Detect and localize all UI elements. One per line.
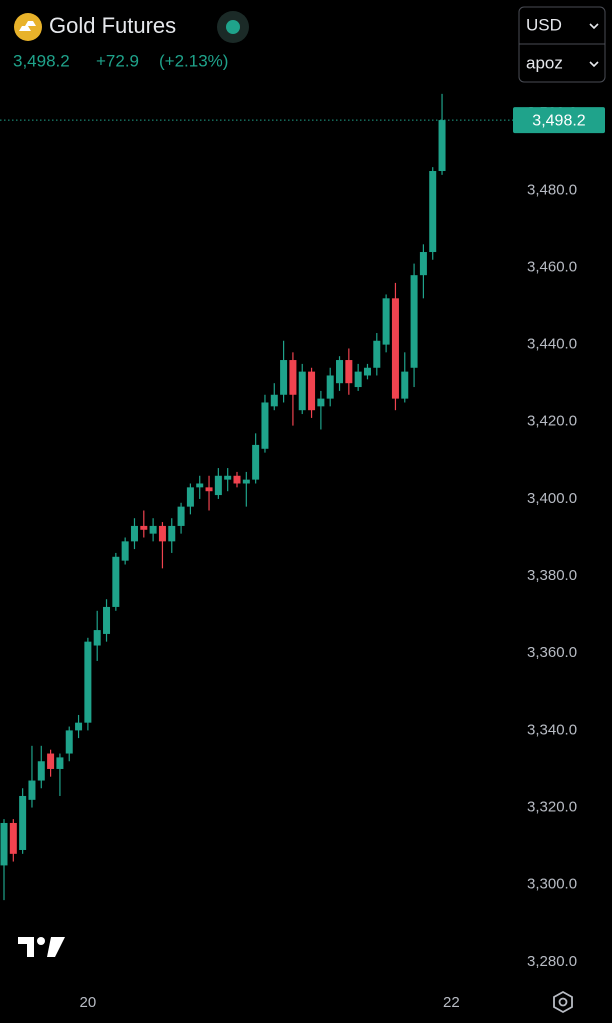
candle-body: [382, 298, 390, 345]
candle-body: [214, 475, 222, 496]
currency-button[interactable]: USD: [526, 15, 599, 34]
price-change-pct: (+2.13%): [159, 51, 228, 70]
candle-body: [65, 730, 73, 754]
candle-body: [186, 487, 194, 507]
candle-body: [336, 360, 344, 384]
x-tick-label: 22: [443, 994, 460, 1011]
candle-body: [401, 371, 409, 399]
candle-body: [93, 630, 101, 646]
candle-body: [326, 375, 334, 399]
x-tick-label: 20: [80, 994, 97, 1011]
market-status: [226, 20, 240, 34]
candle-body: [345, 360, 353, 384]
candle-body: [270, 394, 278, 407]
candle-body: [0, 822, 8, 866]
last-price: 3,498.2: [13, 51, 70, 70]
candle-body: [149, 525, 157, 534]
y-tick-label: 3,400.0: [527, 490, 577, 507]
candle-body: [373, 340, 381, 368]
candle-body: [56, 757, 64, 769]
price-change: +72.9: [96, 51, 139, 70]
plot: 3,280.0 3,300.0 3,320.0 3,340.0 3,360.0 3,380…: [0, 93, 605, 1011]
candle-body: [75, 722, 83, 731]
candle-body: [363, 367, 371, 376]
candle-body: [354, 371, 362, 388]
price-label-box: [513, 107, 605, 134]
candle-body: [37, 761, 45, 781]
candle-body: [47, 753, 55, 769]
chevron: [589, 23, 599, 30]
symbol-title: Gold Futures: [49, 13, 176, 38]
candle-body: [419, 252, 427, 276]
candle-body: [19, 795, 27, 850]
y-tick-label: 3,420.0: [527, 413, 577, 430]
candle-body: [280, 360, 288, 395]
logo: [18, 937, 65, 957]
y-tick-label: 3,300.0: [527, 876, 577, 893]
candle-body: [252, 444, 260, 480]
unit-button[interactable]: apoz: [526, 53, 599, 72]
candle-body: [317, 398, 325, 407]
candle-body: [410, 275, 418, 368]
candle-body: [103, 606, 111, 634]
candle-body: [261, 402, 269, 449]
y-tick-label: 3,320.0: [527, 799, 577, 816]
y-tick-label: 3,460.0: [527, 258, 577, 275]
y-tick-label: 3,440.0: [527, 336, 577, 353]
settings-button[interactable]: [553, 990, 573, 1014]
candle-body: [224, 475, 232, 480]
y-tick-label: 3,340.0: [527, 721, 577, 738]
price-label: 3,498.2: [532, 112, 585, 129]
candle-body: [196, 483, 204, 488]
chevron: [589, 61, 599, 68]
candle-body: [140, 525, 148, 530]
candle-body: [28, 780, 36, 800]
candle-body: [205, 487, 213, 492]
candle-body: [289, 360, 297, 395]
candle-body: [308, 371, 316, 411]
candle-body: [158, 525, 166, 542]
currency-label: USD: [526, 15, 562, 34]
candle-body: [84, 641, 92, 723]
candle-body: [112, 556, 120, 607]
candle-body: [168, 525, 176, 542]
y-tick-label: 3,360.0: [527, 644, 577, 661]
candle-body: [391, 298, 399, 399]
candle-body: [121, 541, 129, 561]
candle-body: [177, 506, 185, 526]
candle-body: [233, 475, 241, 484]
unit-label: apoz: [526, 53, 563, 72]
candle-body: [130, 525, 138, 542]
candle-body: [429, 171, 437, 253]
candle-body: [298, 371, 306, 411]
candle-body: [9, 822, 17, 854]
y-tick-label: 3,280.0: [527, 953, 577, 970]
symbol-icon: [14, 13, 42, 41]
candle-body: [438, 120, 446, 172]
candle-body: [242, 479, 250, 484]
y-tick-label: 3,380.0: [527, 567, 577, 584]
y-tick-label: 3,480.0: [527, 181, 577, 198]
